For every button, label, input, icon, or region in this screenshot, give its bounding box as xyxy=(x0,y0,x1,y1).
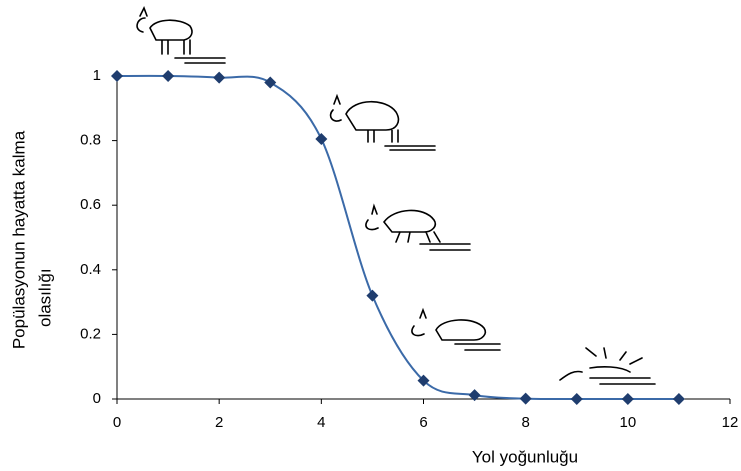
x-tick-label: 12 xyxy=(722,414,739,431)
x-tick-label: 0 xyxy=(113,414,121,431)
data-point xyxy=(520,393,532,405)
x-tick-label: 4 xyxy=(317,414,325,431)
x-tick-label: 6 xyxy=(419,414,427,431)
x-tick-label: 8 xyxy=(521,414,529,431)
data-point xyxy=(213,72,225,84)
y-tick-label: 1 xyxy=(93,67,101,84)
data-point xyxy=(571,393,583,405)
y-tick-label: 0 xyxy=(93,390,101,407)
x-tick-label: 10 xyxy=(619,414,636,431)
data-point xyxy=(673,393,685,405)
data-point xyxy=(366,290,378,302)
y-axis-label: Popülasyonun hayatta kalma xyxy=(9,130,28,349)
decorative-animals xyxy=(137,8,655,384)
data-point xyxy=(264,76,276,88)
data-point xyxy=(622,393,634,405)
y-tick-label: 0.2 xyxy=(80,325,101,342)
data-point xyxy=(315,133,327,145)
data-point xyxy=(162,70,174,82)
y-tick-label: 0.8 xyxy=(80,132,101,149)
x-tick-label: 2 xyxy=(215,414,223,431)
x-axis-label: Yol yoğunluğu xyxy=(472,447,578,466)
y-tick-label: 0.4 xyxy=(80,261,101,278)
chart: 00.20.40.60.81024681012Yol yoğunluğuPopü… xyxy=(0,0,741,471)
data-point xyxy=(111,70,123,82)
y-axis-label: olasılığı xyxy=(35,268,54,327)
y-tick-label: 0.6 xyxy=(80,196,101,213)
